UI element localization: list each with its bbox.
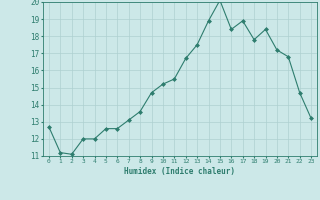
X-axis label: Humidex (Indice chaleur): Humidex (Indice chaleur)	[124, 167, 236, 176]
